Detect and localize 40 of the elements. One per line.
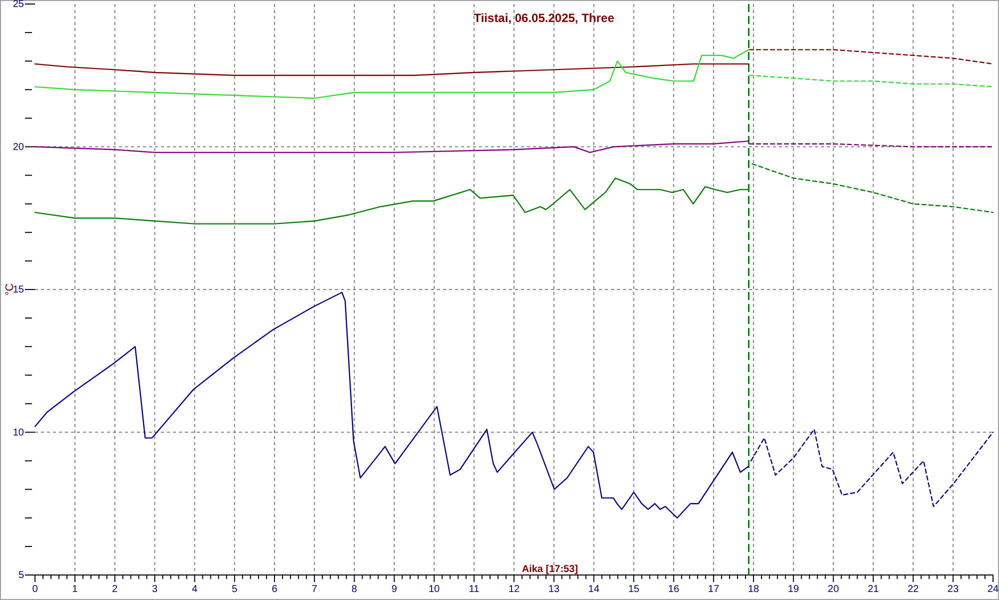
y-tick-label: 5 <box>18 570 24 582</box>
x-tick-label: 4 <box>192 584 198 596</box>
x-tick-label: 19 <box>788 584 800 596</box>
x-tick-label: 14 <box>588 584 600 596</box>
x-tick-label: 3 <box>152 584 158 596</box>
x-tick-label: 10 <box>428 584 440 596</box>
x-tick-label: 9 <box>391 584 398 596</box>
x-tick-label: 21 <box>868 584 880 596</box>
line-series <box>748 49 994 65</box>
text: Tiistai, 06.05.2025, Three <box>474 11 615 25</box>
line-series <box>752 163 994 214</box>
x-tick-label: 16 <box>668 584 680 596</box>
line-series <box>34 63 750 76</box>
x-tick-label: 12 <box>508 584 520 596</box>
x-tick-label: 22 <box>908 584 920 596</box>
x-tick-label: 24 <box>987 584 999 596</box>
y-tick-label: 10 <box>12 427 24 438</box>
line-series <box>34 49 750 99</box>
x-tick-label: 2 <box>112 584 118 596</box>
line-series <box>750 428 994 508</box>
x-tick-label: 7 <box>312 584 318 596</box>
x-tick-label: 8 <box>352 584 358 596</box>
x-tick-label: 20 <box>828 584 840 596</box>
x-tick-label: 17 <box>708 584 720 596</box>
x-tick-label: 0 <box>32 584 38 596</box>
line-series <box>748 74 994 88</box>
y-tick-label: 15 <box>12 284 24 296</box>
x-tick-label: 15 <box>628 584 640 596</box>
x-tick-label: 11 <box>468 584 480 596</box>
x-tick-label: 13 <box>548 584 560 596</box>
x-tick-label: 18 <box>748 584 760 596</box>
x-axis-title: Aika [17:53] <box>522 564 578 575</box>
x-tick-label: 1 <box>72 584 78 596</box>
x-tick-label: 23 <box>948 584 960 596</box>
x-tick-label: 5 <box>232 584 238 596</box>
x-tick-label: 6 <box>272 584 278 596</box>
y-tick-label: 20 <box>12 142 24 153</box>
line-series <box>34 292 749 518</box>
y-tick-label: 25 <box>12 0 24 10</box>
line-series <box>34 140 750 154</box>
